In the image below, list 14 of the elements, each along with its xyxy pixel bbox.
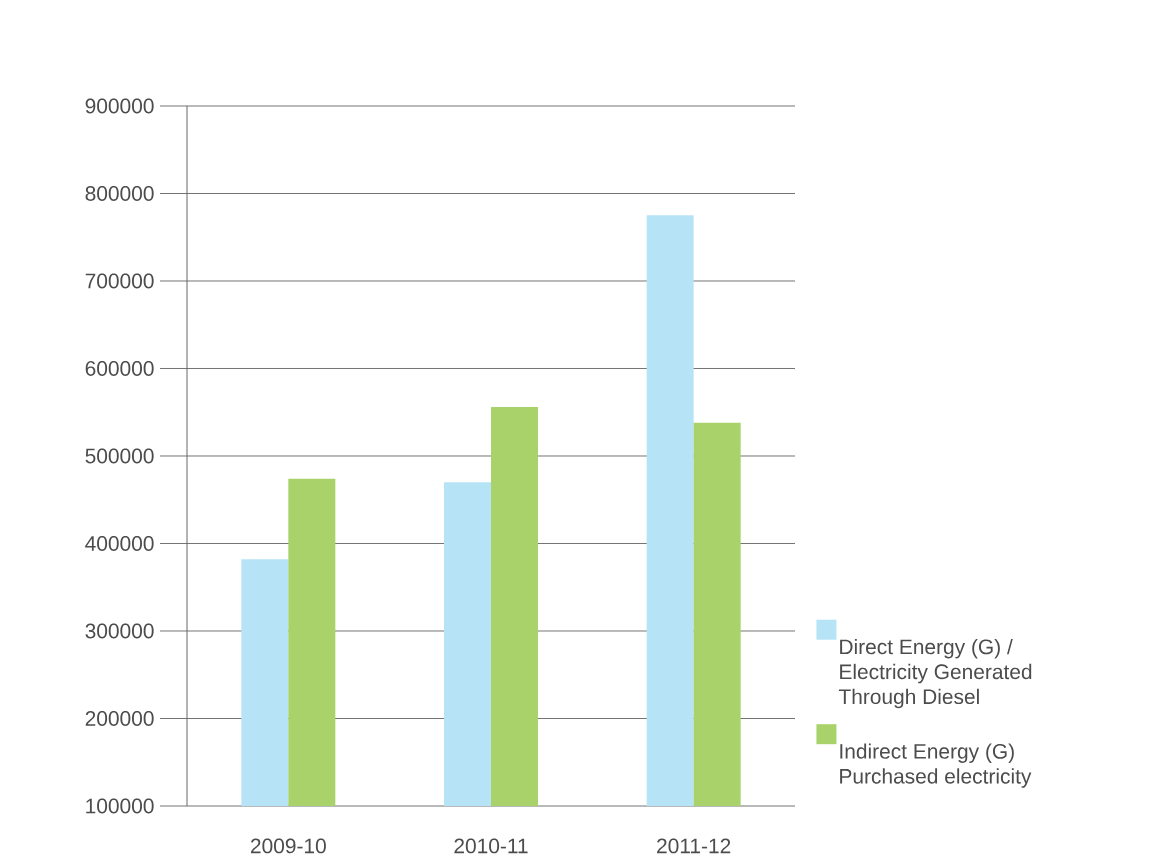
y-tick-label: 400000 [85, 536, 154, 551]
legend-label: Indirect Energy (G) Purchased electricity [840, 743, 1032, 788]
y-tick-label: 600000 [85, 361, 154, 376]
x-tick-label: 2009-10 [250, 838, 326, 854]
legend-label: Direct Energy (G) / Electricity Generated Through Diesel [838, 638, 1032, 709]
y-tick-label: 800000 [85, 186, 154, 201]
y-tick-label: 700000 [85, 273, 154, 289]
y-tick-label: 300000 [85, 623, 154, 639]
y-tick-label: 500000 [85, 448, 154, 464]
y-tick-label: 100000 [86, 798, 154, 814]
x-tick-label: 2011-12 [657, 838, 731, 854]
y-tick-label: 900000 [85, 98, 154, 114]
y-tick-label: 200000 [85, 711, 154, 726]
x-tick-label: 2010-11 [454, 838, 528, 854]
